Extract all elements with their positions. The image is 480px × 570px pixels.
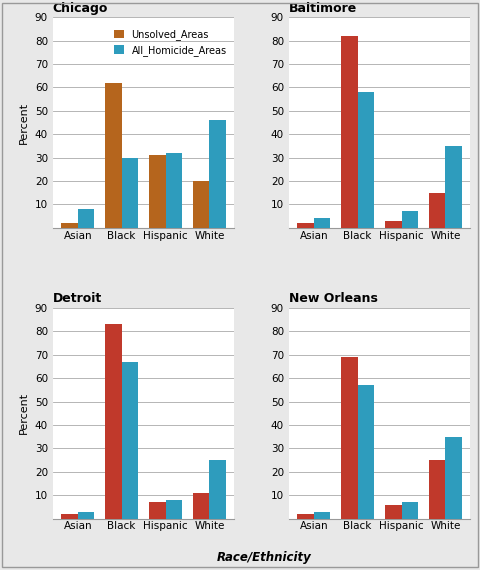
- Bar: [166, 153, 182, 228]
- Bar: [429, 193, 445, 228]
- Y-axis label: Percent: Percent: [19, 101, 29, 144]
- Bar: [193, 493, 209, 519]
- Text: Detroit: Detroit: [53, 292, 102, 306]
- Bar: [193, 181, 209, 228]
- Bar: [314, 218, 330, 228]
- Bar: [105, 83, 121, 228]
- Bar: [297, 223, 314, 228]
- Text: Baltimore: Baltimore: [289, 2, 357, 15]
- Text: Race/Ethnicity: Race/Ethnicity: [216, 551, 312, 564]
- Bar: [78, 209, 95, 228]
- Bar: [385, 221, 402, 228]
- Bar: [385, 504, 402, 519]
- Legend: Unsolved_Areas, All_Homicide_Areas: Unsolved_Areas, All_Homicide_Areas: [111, 26, 229, 59]
- Bar: [358, 385, 374, 519]
- Bar: [341, 36, 358, 228]
- Bar: [445, 437, 462, 519]
- Bar: [445, 146, 462, 228]
- Bar: [166, 500, 182, 519]
- Bar: [121, 362, 138, 519]
- Bar: [402, 211, 418, 228]
- Bar: [402, 502, 418, 519]
- Bar: [358, 92, 374, 228]
- Bar: [149, 155, 166, 228]
- Bar: [78, 512, 95, 519]
- Bar: [209, 460, 226, 519]
- Bar: [429, 460, 445, 519]
- Text: New Orleans: New Orleans: [289, 292, 378, 306]
- Y-axis label: Percent: Percent: [19, 392, 29, 434]
- Bar: [314, 512, 330, 519]
- Bar: [209, 120, 226, 228]
- Bar: [297, 514, 314, 519]
- Bar: [149, 502, 166, 519]
- Text: Chicago: Chicago: [53, 2, 108, 15]
- Bar: [105, 324, 121, 519]
- Bar: [61, 514, 78, 519]
- Bar: [121, 157, 138, 228]
- Bar: [341, 357, 358, 519]
- Bar: [61, 223, 78, 228]
